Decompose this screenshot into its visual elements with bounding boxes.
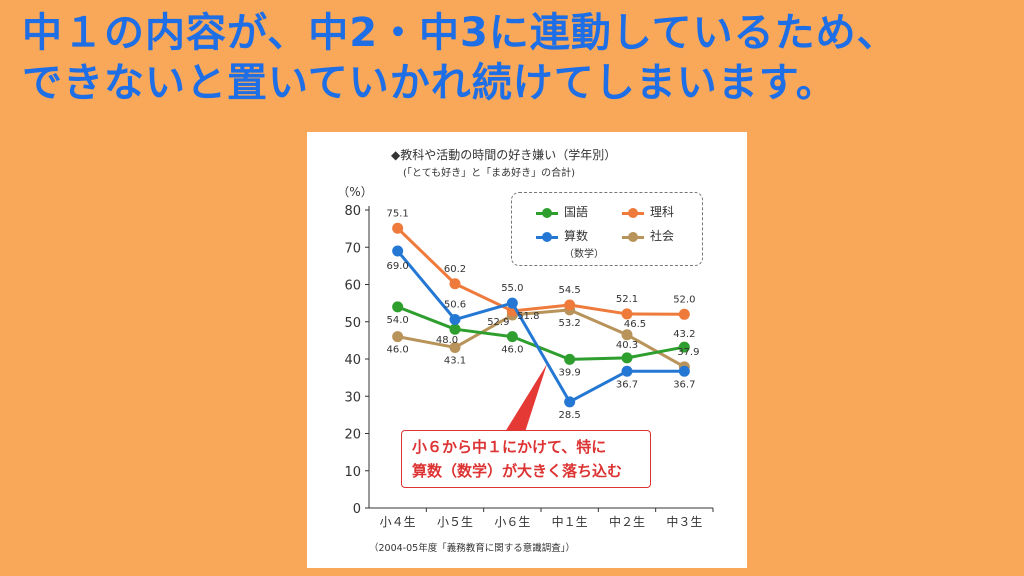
data-point bbox=[678, 341, 690, 353]
data-point bbox=[392, 301, 404, 313]
series-line-4 bbox=[397, 308, 686, 369]
legend-swatch bbox=[536, 231, 558, 242]
data-label: 50.6 bbox=[444, 300, 466, 311]
data-label: 43.1 bbox=[444, 355, 466, 366]
data-label: 52.9 bbox=[487, 317, 509, 328]
headline: 中１の内容が、中2・中3に連動しているため、 できないと置いていかれ続けてしまい… bbox=[22, 8, 1002, 108]
chart-title: ◆教科や活動の時間の好き嫌い（学年別） bbox=[391, 148, 617, 162]
data-point bbox=[621, 329, 633, 341]
headline-line-1: 中１の内容が、中2・中3に連動しているため、 bbox=[22, 10, 898, 56]
data-point bbox=[621, 365, 633, 377]
chart-legend: 国語 理科 算数 （数学） 社会 bbox=[511, 192, 703, 266]
chart-figure: 0 10 20 30 40 50 60 70 80 （%） 小４生 小５生 小６生 中１生 中２生 中３生 54… bbox=[307, 132, 747, 568]
x-tick-label: 小４生 bbox=[380, 515, 416, 529]
data-point bbox=[392, 331, 404, 343]
headline-line-2: できないと置いていかれ続けてしまいます。 bbox=[22, 60, 837, 106]
data-point bbox=[449, 278, 461, 290]
y-tick-label: 10 bbox=[344, 465, 361, 480]
data-label: 46.0 bbox=[501, 345, 523, 356]
series-line-3 bbox=[396, 250, 685, 404]
y-tick-label: 50 bbox=[344, 316, 361, 331]
data-label: 75.1 bbox=[387, 208, 409, 219]
data-label: 53.2 bbox=[559, 318, 581, 329]
data-label: 36.7 bbox=[616, 379, 638, 390]
y-tick-label: 40 bbox=[344, 353, 361, 368]
callout-box: 小６から中１にかけて、特に 算数（数学）が大きく落ち込む bbox=[401, 430, 651, 488]
legend-swatch bbox=[622, 207, 644, 218]
series-line-2 bbox=[396, 227, 685, 316]
x-tick-label: 小５生 bbox=[437, 515, 473, 529]
data-label: 39.9 bbox=[559, 367, 581, 378]
x-tick-label: 小６生 bbox=[494, 515, 530, 529]
data-label: 28.5 bbox=[559, 410, 581, 421]
data-label: 37.9 bbox=[677, 347, 699, 358]
legend-swatch bbox=[536, 207, 558, 218]
data-point bbox=[392, 222, 404, 234]
series-line-1 bbox=[397, 305, 685, 361]
callout-line-2: 算数（数学）が大きく落ち込む bbox=[412, 462, 623, 480]
data-label: 54.0 bbox=[387, 315, 409, 326]
data-point bbox=[506, 331, 518, 343]
data-label: 52.0 bbox=[673, 294, 695, 305]
legend-sub-label: （数学） bbox=[564, 249, 604, 260]
data-label: 40.3 bbox=[616, 340, 638, 351]
data-label: 69.0 bbox=[387, 261, 409, 272]
y-tick-label: 60 bbox=[344, 279, 361, 294]
data-point bbox=[449, 341, 461, 353]
data-point bbox=[449, 323, 461, 335]
y-tick-label: 20 bbox=[344, 428, 361, 443]
y-axis-label: （%） bbox=[337, 185, 372, 199]
legend-swatch bbox=[622, 231, 644, 242]
data-point bbox=[392, 245, 404, 257]
y-tick-label: 30 bbox=[344, 390, 361, 405]
data-label: 36.7 bbox=[673, 379, 695, 390]
legend-item-sansu: 算数 （数学） bbox=[536, 227, 604, 260]
y-tick-label: 0 bbox=[353, 502, 361, 517]
data-point bbox=[678, 308, 690, 320]
data-label: 48.0 bbox=[436, 335, 458, 346]
x-tick-label: 中１生 bbox=[552, 514, 588, 529]
data-point bbox=[621, 352, 633, 364]
data-point bbox=[564, 299, 576, 311]
data-label: 51.8 bbox=[517, 311, 539, 322]
data-point bbox=[564, 396, 576, 408]
legend-item-shakai: 社会 bbox=[622, 227, 674, 244]
y-tick-label: 70 bbox=[344, 241, 361, 256]
chart-source: （2004-05年度「義務教育に関する意識調査」） bbox=[369, 543, 575, 554]
data-point bbox=[449, 314, 461, 326]
legend-item-kokugo: 国語 bbox=[536, 203, 588, 220]
x-tick-label: 中３生 bbox=[666, 514, 702, 529]
data-label: 46.5 bbox=[624, 319, 646, 330]
callout-line-1: 小６から中１にかけて、特に bbox=[412, 438, 607, 456]
chart-subtitle: (「とても好き」と「まあ好き」の合計) bbox=[403, 168, 576, 179]
legend-item-rika: 理科 bbox=[622, 203, 674, 220]
data-point bbox=[564, 353, 576, 365]
callout-pointer bbox=[505, 364, 547, 432]
data-point bbox=[621, 308, 633, 320]
data-label: 43.2 bbox=[673, 329, 695, 340]
data-label: 54.5 bbox=[559, 285, 581, 296]
y-tick-label: 80 bbox=[344, 204, 361, 219]
data-label: 46.0 bbox=[387, 345, 409, 356]
data-label: 55.0 bbox=[501, 283, 523, 294]
data-label: 52.1 bbox=[616, 294, 638, 305]
data-point bbox=[678, 365, 690, 377]
data-point bbox=[506, 297, 518, 309]
data-label: 60.2 bbox=[444, 264, 466, 275]
x-tick-label: 中２生 bbox=[609, 514, 645, 529]
line-chart: 0 10 20 30 40 50 60 70 80 （%） 小４生 小５生 小６生 中１生 中２生 中３生 54… bbox=[337, 185, 714, 529]
